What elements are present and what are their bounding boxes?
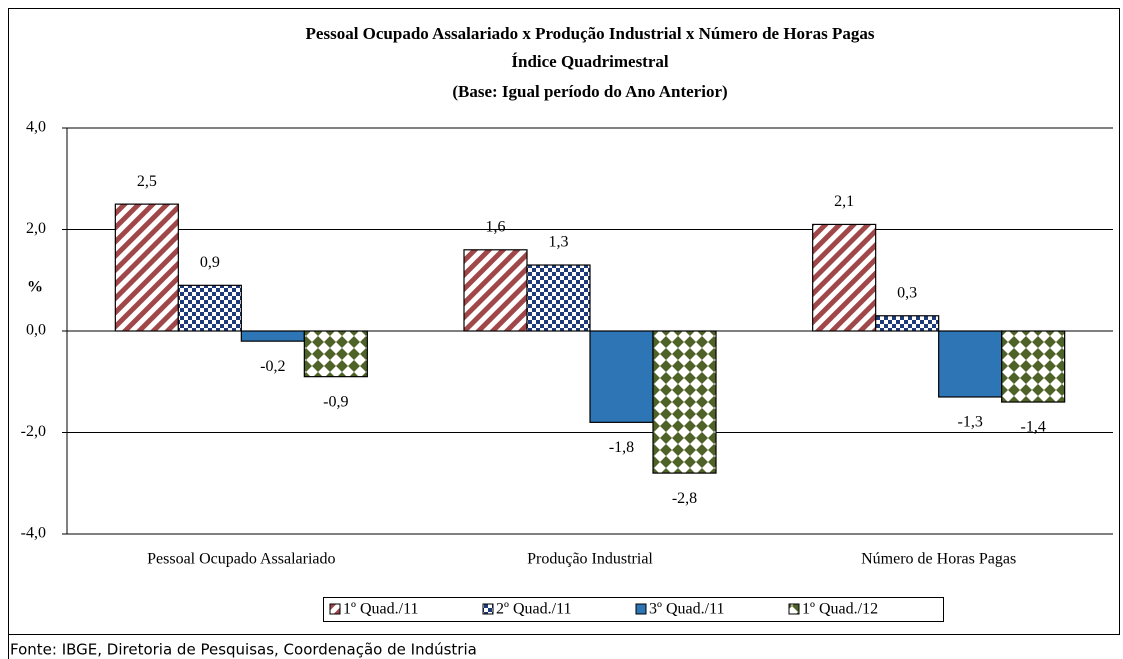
value-label: -0,2	[260, 358, 285, 375]
bar	[938, 330, 1003, 398]
value-label: -1,3	[958, 414, 983, 431]
legend-swatch	[635, 603, 647, 615]
value-label: -0,9	[323, 393, 348, 410]
value-label: -2,8	[672, 490, 697, 507]
bar	[1001, 330, 1066, 403]
bar	[303, 330, 368, 378]
value-label: 2,5	[137, 173, 157, 190]
chart-subtitle: Índice Quadrimestral	[511, 52, 669, 71]
legend-label: 2º Quad./11	[496, 601, 571, 618]
value-label: -1,4	[1021, 419, 1046, 436]
legend-box	[323, 597, 944, 622]
bar	[875, 315, 940, 332]
chart-frame	[8, 8, 1120, 635]
x-tick-label: Número de Horas Pagas	[861, 551, 1016, 568]
value-label: -1,8	[609, 439, 634, 456]
y-tick-label: 2,0	[26, 220, 46, 237]
legend-label: 1º Quad./12	[802, 601, 878, 618]
x-tick-label: Produção Industrial	[527, 551, 653, 568]
x-tick-label: Pessoal Ocupado Assalariado	[147, 551, 335, 568]
value-label: 1,3	[549, 234, 569, 251]
value-label: 0,9	[200, 254, 220, 271]
y-tick-label: -2,0	[21, 423, 46, 440]
legend-label: 3º Quad./11	[649, 601, 724, 618]
legend-swatch	[788, 603, 800, 615]
bar	[812, 223, 877, 332]
legend-swatch	[329, 603, 341, 615]
value-label: 2,1	[834, 193, 854, 210]
bar	[240, 330, 305, 342]
bar	[652, 330, 717, 474]
value-label: 0,3	[897, 284, 917, 301]
chart-title: Pessoal Ocupado Assalariado x Produção I…	[306, 24, 875, 43]
bar	[463, 249, 528, 332]
value-label: 1,6	[486, 218, 506, 235]
y-tick-label: 4,0	[26, 119, 46, 136]
source-note: Fonte: IBGE, Diretoria de Pesquisas, Coo…	[10, 641, 477, 659]
bar	[177, 284, 242, 332]
y-axis-label: %	[27, 279, 43, 296]
legend-label: 1º Quad./11	[343, 601, 418, 618]
y-tick-label: 0,0	[26, 322, 46, 339]
chart-subtitle: (Base: Igual período do Ano Anterior)	[452, 82, 727, 101]
bar	[589, 330, 654, 423]
bar	[114, 203, 179, 332]
legend-swatch	[482, 603, 494, 615]
y-tick-label: -4,0	[21, 525, 46, 542]
bar	[526, 264, 591, 332]
